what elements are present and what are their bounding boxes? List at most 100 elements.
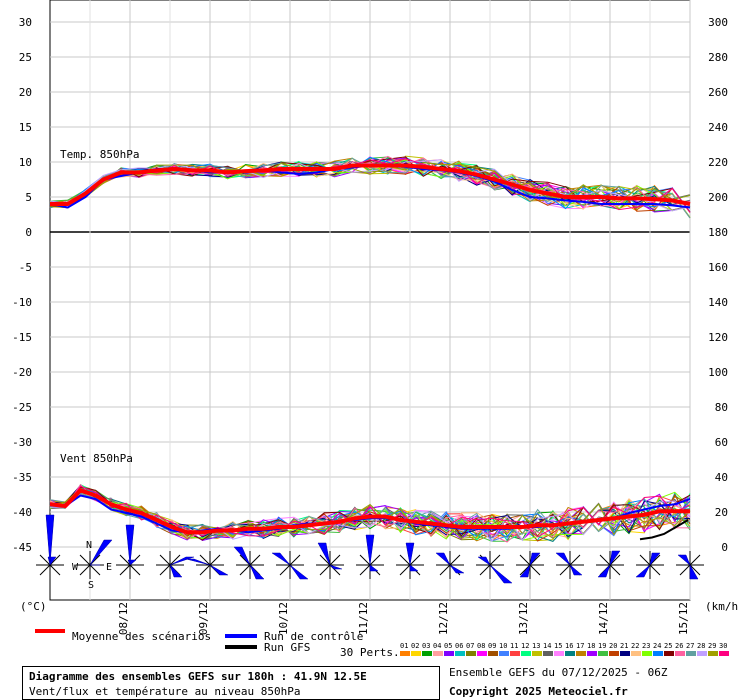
right-unit-label: (km/h) bbox=[705, 600, 740, 613]
left-tick-label: -25 bbox=[12, 401, 32, 414]
wind-rose-compass-letter: N bbox=[86, 540, 92, 551]
wind-rose-petal bbox=[555, 552, 583, 576]
left-tick-label: -15 bbox=[12, 331, 32, 344]
perturbation-id: 15 bbox=[554, 642, 562, 650]
footer-title-box: Diagramme des ensembles GEFS sur 180h : … bbox=[22, 666, 440, 700]
perturbation-id: 21 bbox=[620, 642, 628, 650]
temp-mean-line bbox=[50, 163, 691, 206]
footer-copyright: Copyright 2025 Meteociel.fr bbox=[449, 685, 628, 698]
wind-perturbation-line bbox=[49, 490, 691, 543]
legend-mean-label: Moyenne des scénarios bbox=[72, 630, 211, 643]
right-tick-label: 220 bbox=[708, 156, 728, 169]
perturbation-id: 09 bbox=[488, 642, 496, 650]
perturbation-swatch bbox=[708, 651, 718, 656]
wind-rose-petal bbox=[317, 542, 343, 570]
perturbation-id: 14 bbox=[543, 642, 551, 650]
perturbation-swatch bbox=[444, 651, 454, 656]
perturbation-swatch bbox=[620, 651, 630, 656]
right-tick-label: 160 bbox=[708, 261, 728, 274]
legend-control-label: Run de contrôle bbox=[264, 630, 363, 643]
perturbation-id: 25 bbox=[664, 642, 672, 650]
wind-perturbation-line bbox=[49, 483, 691, 543]
left-tick-label: -20 bbox=[12, 366, 32, 379]
perturbation-id: 12 bbox=[521, 642, 529, 650]
perturbation-swatch bbox=[477, 651, 487, 656]
wind-rose bbox=[555, 551, 584, 579]
left-tick-label: 25 bbox=[19, 51, 32, 64]
legend-control-swatch bbox=[225, 634, 257, 638]
wind-rose-compass-letter: E bbox=[106, 562, 112, 573]
perturbation-swatch bbox=[422, 651, 432, 656]
temp-perturbation-line bbox=[49, 162, 691, 209]
perturbation-swatch bbox=[411, 651, 421, 656]
left-tick-label: -30 bbox=[12, 436, 32, 449]
wind-rose-petal bbox=[169, 556, 195, 578]
wind-rose bbox=[116, 524, 144, 579]
wind-rose-petal bbox=[365, 534, 379, 572]
perturbation-swatch bbox=[664, 651, 674, 656]
wind-rose-compass-letter: S bbox=[88, 580, 94, 591]
perturbation-swatch bbox=[609, 651, 619, 656]
wind-mean-line bbox=[49, 487, 690, 535]
right-tick-label: 100 bbox=[708, 366, 728, 379]
left-tick-label: 15 bbox=[19, 121, 32, 134]
perturbation-id: 23 bbox=[642, 642, 650, 650]
left-tick-label: -40 bbox=[12, 506, 32, 519]
perturbation-swatch bbox=[686, 651, 696, 656]
wind-rose bbox=[396, 542, 424, 579]
perturbation-id: 03 bbox=[422, 642, 430, 650]
panel-title-wind: Vent 850hPa bbox=[60, 452, 133, 465]
perturbation-id: 28 bbox=[697, 642, 705, 650]
wind-rose bbox=[185, 551, 229, 579]
left-tick-label: 30 bbox=[19, 16, 32, 29]
wind-rose bbox=[271, 551, 309, 580]
perturbation-id: 26 bbox=[675, 642, 683, 650]
right-tick-label: 280 bbox=[708, 51, 728, 64]
perturbation-id: 16 bbox=[565, 642, 573, 650]
wind-perturbation-line bbox=[49, 485, 691, 538]
wind-rose-petal bbox=[271, 552, 309, 580]
right-tick-label: 80 bbox=[715, 401, 728, 414]
perturbation-id: 30 bbox=[719, 642, 727, 650]
perturbation-swatch bbox=[631, 651, 641, 656]
left-tick-label: -35 bbox=[12, 471, 32, 484]
legend-mean-swatch bbox=[35, 629, 65, 633]
x-tick-label: 09/12 bbox=[197, 602, 210, 635]
perturbation-id: 01 bbox=[400, 642, 408, 650]
left-unit-label: (°C) bbox=[20, 600, 47, 613]
perturbation-swatch bbox=[565, 651, 575, 656]
wind-rose-compass-letter: W bbox=[72, 562, 79, 573]
right-tick-label: 200 bbox=[708, 191, 728, 204]
perturbation-id: 13 bbox=[532, 642, 540, 650]
legend-perts-label: 30 Perts. bbox=[340, 646, 400, 659]
perturbation-id: 06 bbox=[455, 642, 463, 650]
perturbation-id: 07 bbox=[466, 642, 474, 650]
wind-gfs-line bbox=[639, 519, 689, 541]
perturbation-swatch bbox=[510, 651, 520, 656]
perturbation-swatch bbox=[488, 651, 498, 656]
perturbation-swatch bbox=[719, 651, 729, 656]
perturbation-swatch bbox=[653, 651, 663, 656]
x-tick-label: 14/12 bbox=[597, 602, 610, 635]
wind-rose bbox=[76, 539, 113, 579]
wind-rose-petal bbox=[89, 539, 113, 566]
perturbation-id: 18 bbox=[587, 642, 595, 650]
left-tick-label: 20 bbox=[19, 86, 32, 99]
perturbation-swatch bbox=[532, 651, 542, 656]
perturbation-id: 02 bbox=[411, 642, 419, 650]
temp-perturbation-line bbox=[49, 156, 691, 207]
left-tick-label: 5 bbox=[25, 191, 32, 204]
x-tick-label: 08/12 bbox=[117, 602, 130, 635]
left-tick-label: -5 bbox=[19, 261, 32, 274]
x-tick-label: 11/12 bbox=[357, 602, 370, 635]
right-tick-label: 240 bbox=[708, 121, 728, 134]
x-tick-label: 12/12 bbox=[437, 602, 450, 635]
x-tick-label: 15/12 bbox=[677, 602, 690, 635]
perturbation-id: 08 bbox=[477, 642, 485, 650]
perturbation-swatch bbox=[400, 651, 410, 656]
wind-rose-petal bbox=[405, 542, 419, 572]
perturbation-id: 04 bbox=[433, 642, 441, 650]
wind-rose bbox=[676, 551, 704, 580]
perturbation-swatch bbox=[576, 651, 586, 656]
temp-perturbation-line bbox=[49, 157, 691, 219]
